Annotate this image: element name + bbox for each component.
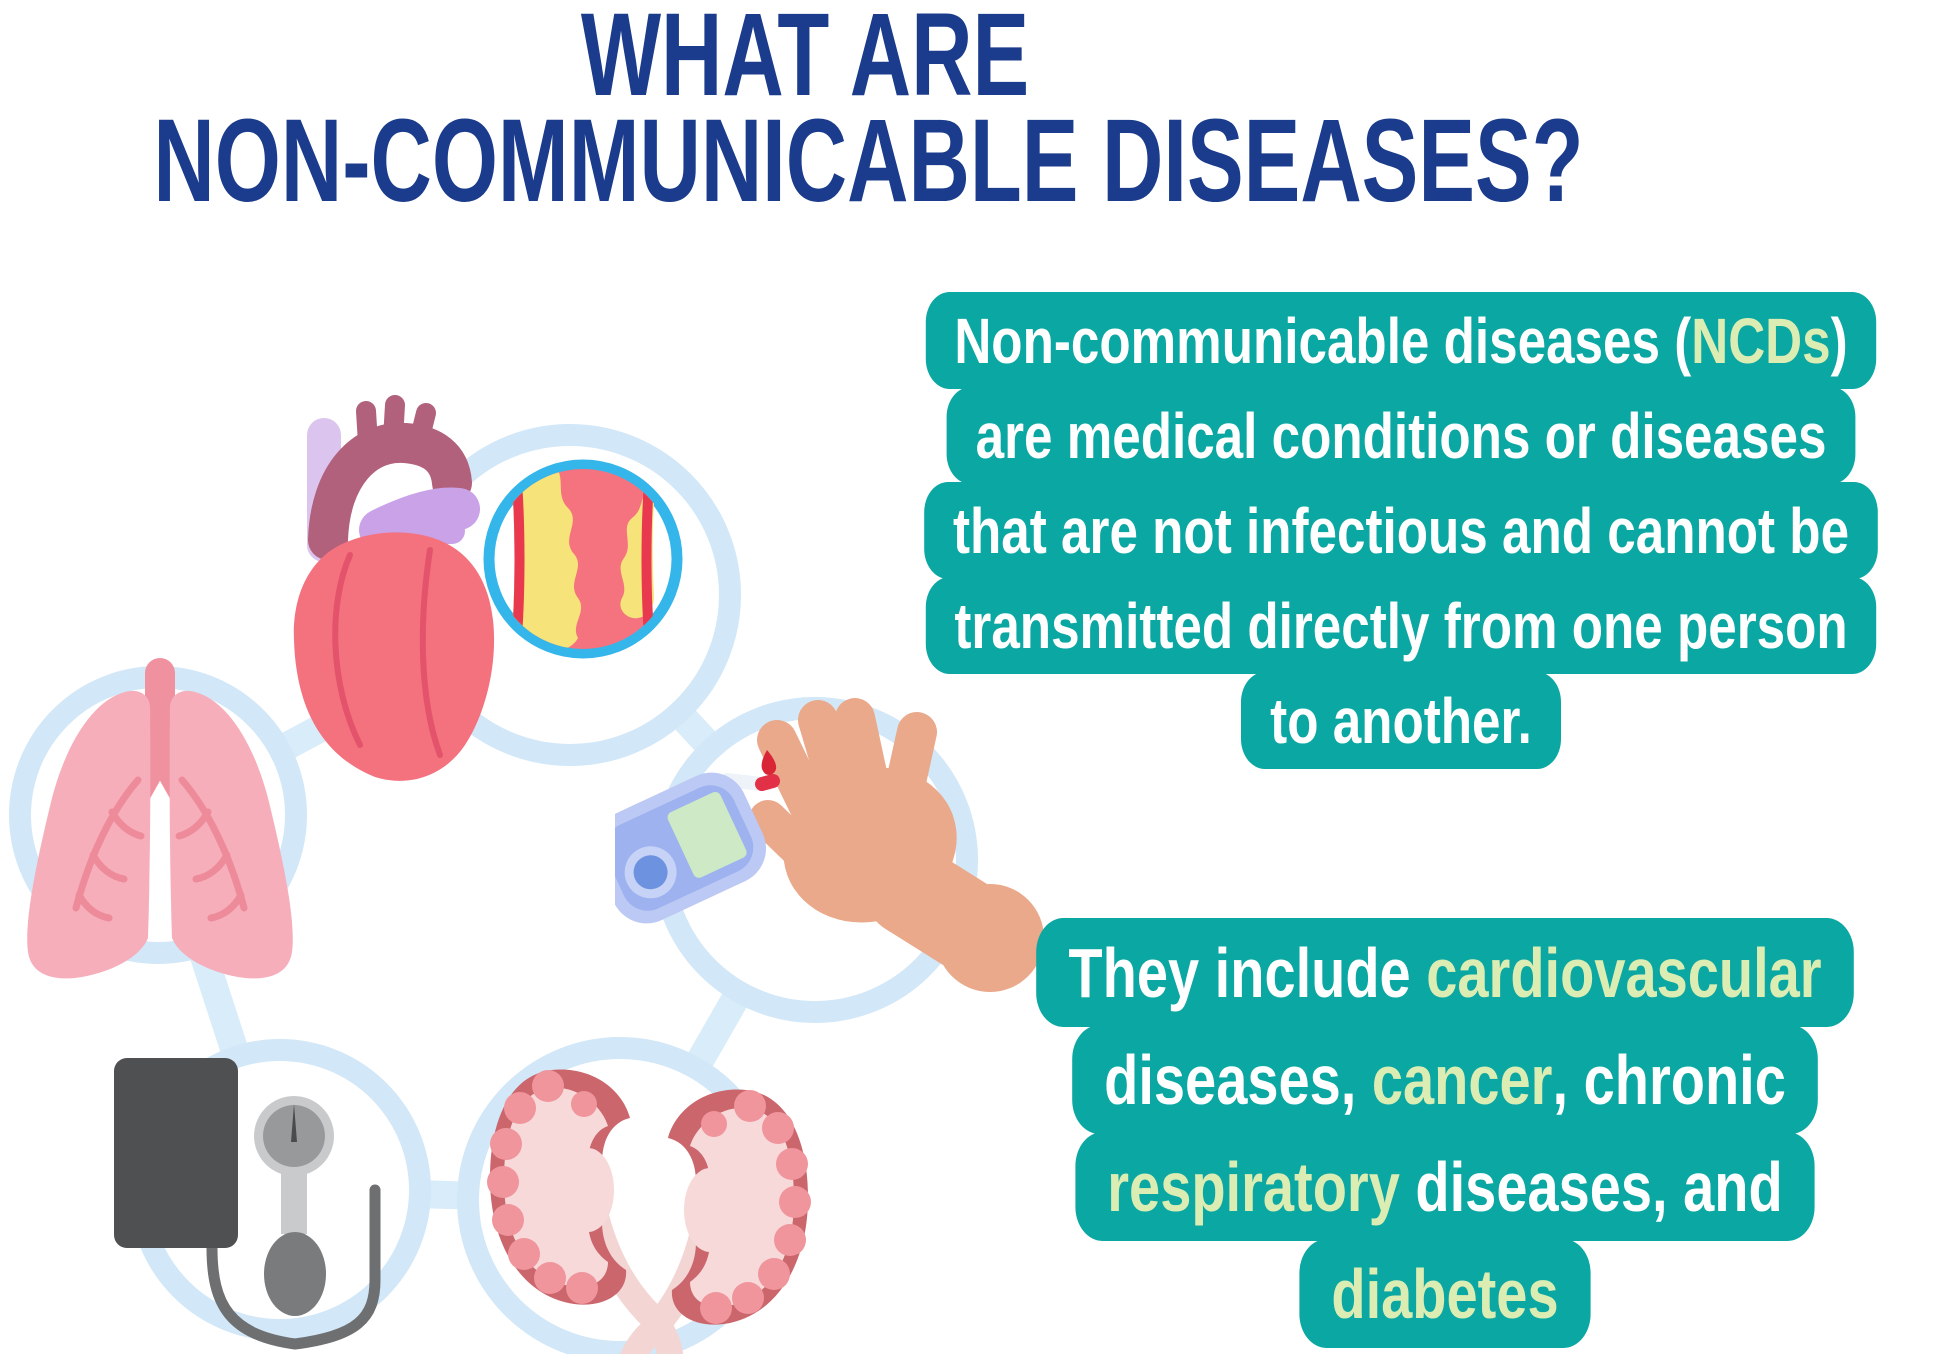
text-segment: , chronic — [1552, 1040, 1786, 1119]
bp-cuff — [114, 1058, 238, 1248]
highlighted-term: NCDs — [1691, 304, 1831, 377]
info-line: transmitted directly from one person — [925, 577, 1877, 674]
blood-pressure-monitor-icon — [85, 1030, 425, 1354]
text-segment: diseases, and — [1399, 1147, 1783, 1226]
text-segment: transmitted directly from one person — [954, 589, 1848, 662]
text-segment: Non-communicable diseases ( — [954, 304, 1692, 377]
text-segment: ) — [1830, 304, 1848, 377]
ncd-examples-box: They include cardiovascular diseases, can… — [1036, 918, 1854, 1348]
text-segment: that are not infectious and cannot be — [952, 494, 1850, 567]
text-segment: to another. — [1270, 684, 1532, 757]
page-title-line-2: NON-COMMUNICABLE DISEASES? — [153, 95, 1584, 227]
clogged-artery-icon — [480, 456, 686, 667]
bp-pump-bulb — [264, 1232, 326, 1316]
info-line: diseases, cancer, chronic — [1072, 1025, 1818, 1134]
ncd-definition-box: Non-communicable diseases (NCDs) are medi… — [924, 292, 1878, 769]
highlighted-term: cardiovascular — [1426, 933, 1822, 1012]
glucose-meter — [592, 772, 766, 924]
text-segment: are medical conditions or diseases — [975, 399, 1827, 472]
info-line: are medical conditions or diseases — [946, 387, 1856, 484]
page-title-line-1: WHAT ARE — [580, 0, 1030, 121]
info-line: respiratory diseases, and — [1075, 1132, 1815, 1241]
text-segment: They include — [1068, 933, 1427, 1012]
page-title: WHAT ARE NON-COMMUNICABLE DISEASES? — [153, 0, 1584, 227]
kidneys-icon — [420, 1056, 890, 1354]
highlighted-term: respiratory — [1107, 1147, 1400, 1226]
text-segment: diseases, — [1104, 1040, 1372, 1119]
info-line: that are not infectious and cannot be — [924, 482, 1878, 579]
highlighted-term: cancer — [1371, 1040, 1553, 1119]
info-line: Non-communicable diseases (NCDs) — [925, 292, 1877, 389]
highlighted-term: diabetes — [1331, 1254, 1559, 1333]
heart-icon — [280, 395, 505, 795]
info-line: diabetes — [1299, 1239, 1591, 1348]
info-line: to another. — [1241, 672, 1561, 769]
info-line: They include cardiovascular — [1036, 918, 1854, 1027]
glucose-test-icon — [592, 680, 1160, 1045]
lungs-icon — [0, 650, 360, 1015]
